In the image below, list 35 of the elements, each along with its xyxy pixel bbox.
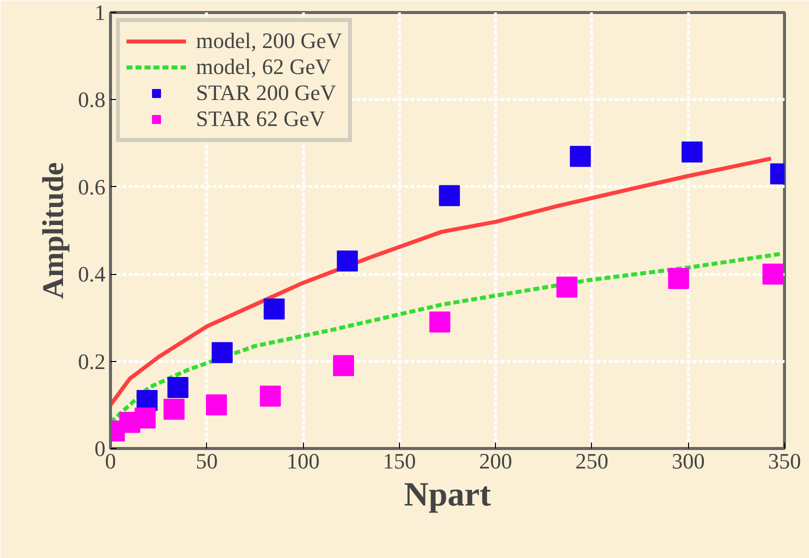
- line-series: [110, 156, 774, 407]
- x-tick-label: 50: [196, 448, 218, 474]
- point: [212, 342, 233, 364]
- point: [333, 355, 354, 376]
- y-tick-label: 0.4: [78, 262, 106, 287]
- point: [762, 264, 784, 285]
- legend-label: STAR 62 GeV: [196, 106, 326, 132]
- point: [134, 407, 156, 428]
- x-tick-label: 200: [479, 448, 512, 474]
- point: [556, 276, 578, 298]
- point: [206, 394, 227, 416]
- legend-label: model, 200 GeV: [196, 28, 342, 54]
- x-tick-label: 300: [672, 448, 705, 474]
- point: [164, 398, 185, 420]
- point: [668, 268, 690, 289]
- point: [264, 298, 285, 320]
- x-axis-title: Npart: [404, 476, 492, 514]
- legend-label: STAR 200 GeV: [196, 80, 336, 106]
- x-tick-label: 100: [286, 448, 320, 474]
- y-axis-title: Amplitude: [37, 162, 70, 299]
- x-tick-label: 250: [575, 448, 608, 474]
- y-tick-label: 0.8: [78, 87, 106, 112]
- x-tick-label: 150: [382, 448, 416, 474]
- point: [429, 312, 450, 333]
- point: [167, 376, 188, 398]
- point: [570, 146, 591, 167]
- point: [260, 386, 281, 407]
- legend-label: model, 62 GeV: [196, 54, 332, 80]
- point: [682, 142, 703, 163]
- x-tick-label: 350: [768, 448, 801, 474]
- point: [336, 250, 358, 272]
- y-tick-label: 0.2: [78, 348, 106, 374]
- point: [438, 185, 460, 206]
- y-tick-label: 0.6: [78, 174, 106, 200]
- y-tick-label: 1: [94, 0, 106, 25]
